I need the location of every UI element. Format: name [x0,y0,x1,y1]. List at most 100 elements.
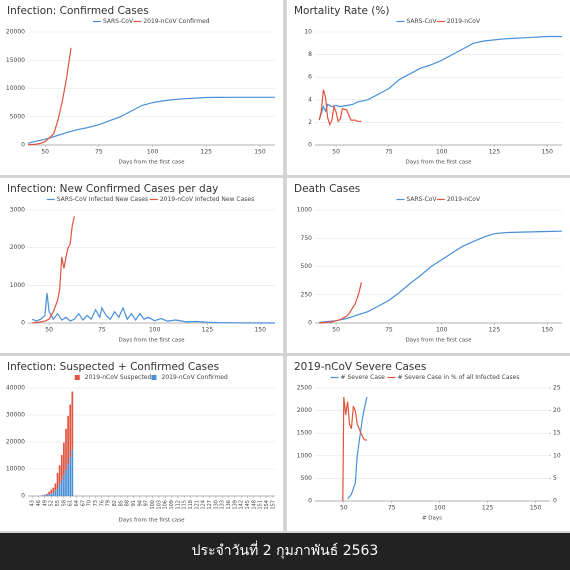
y-tick-label: 750 [301,235,313,242]
bar [50,493,53,496]
y-tick-label: 0 [21,142,25,149]
x-tick-label: 139 [232,500,238,510]
legend-label: SARS-CoV [103,18,134,25]
series-line [319,282,362,324]
y-tick-label: 250 [301,291,313,298]
x-axis-label: # Days [422,516,442,522]
bar [65,469,67,496]
x-axis-label: Days from the first case [119,518,186,524]
chart-title: Infection: Suspected + Confirmed Cases [7,361,219,373]
x-tick-label: 100 [434,505,446,512]
bar [48,491,50,495]
x-tick-label: 103 [156,500,162,510]
x-tick-label: 70 [87,500,93,506]
x-tick-label: 112 [175,500,181,510]
y2-tick-label: 5 [553,475,557,482]
panel-bg [287,356,570,531]
x-tick-label: 46 [36,500,42,506]
legend-swatch [74,375,80,380]
legend-swatch [151,375,157,380]
x-tick-label: 61 [68,500,74,506]
bar [67,464,69,496]
y2-tick-label: 0 [553,498,557,505]
y2-tick-label: 10 [553,452,561,459]
x-tick-label: 75 [388,505,396,512]
legend-label: 2019-nCoV Suspected [85,374,152,381]
x-tick-label: 50 [41,149,49,156]
y-tick-label: 15000 [6,57,25,64]
x-tick-label: 50 [45,327,53,334]
x-tick-label: 157 [270,500,276,510]
x-tick-label: 121 [194,500,200,510]
y-tick-label: 2000 [297,407,312,414]
x-tick-label: 125 [489,149,501,156]
x-axis-label: Days from the first case [119,160,186,166]
footer-bar [0,533,570,570]
x-tick-label: 76 [99,500,105,506]
bar [67,415,69,465]
x-tick-label: 125 [482,505,494,512]
bar [41,495,44,496]
x-axis-label: Days from the first case [119,338,186,344]
y-tick-label: 20000 [6,439,25,446]
x-tick-label: 50 [332,327,340,334]
chart-panel: Infection: Suspected + Confirmed Cases 0 1… [0,356,283,531]
x-tick-label: 125 [202,327,214,334]
chart-title: Infection: New Confirmed Cases per day [7,183,218,195]
y2-tick-label: 15 [553,430,561,437]
y-tick-label: 3000 [10,207,25,214]
y-tick-label: 0 [308,320,312,327]
x-tick-label: 75 [98,327,106,334]
legend-label: SARS-CoV [406,196,437,203]
x-tick-label: 124 [201,500,207,510]
x-tick-label: 75 [95,149,103,156]
x-tick-label: 50 [332,149,340,156]
series-line [27,96,275,144]
legend-label: 2019-nCoV [447,18,481,25]
chart-title: Infection: Confirmed Cases [7,5,149,17]
y-tick-label: 10000 [6,466,25,473]
x-tick-label: 75 [385,149,393,156]
bar [52,487,55,493]
x-tick-label: 150 [254,327,266,334]
y-tick-label: 8 [308,51,312,58]
y-tick-label: 6 [308,74,312,81]
legend-label: 2019-nCoV Infected New Cases [160,196,254,203]
x-tick-label: 100 [147,149,159,156]
x-tick-label: 100 [436,149,448,156]
y-tick-label: 1500 [297,430,312,437]
chart-title: Death Cases [294,183,360,195]
bar [71,449,74,496]
x-tick-label: 130 [213,500,219,510]
y-tick-label: 1000 [297,207,312,214]
x-tick-label: 97 [144,500,150,506]
bar [63,442,65,476]
x-tick-label: 148 [251,500,257,510]
series-line [319,230,563,323]
chart-title: Mortality Rate (%) [294,5,389,17]
bar [58,483,61,496]
series-line [347,396,368,500]
x-tick-label: 49 [42,500,48,506]
x-tick-label: 151 [258,500,264,510]
y-tick-label: 500 [301,475,313,482]
x-tick-label: 50 [340,505,348,512]
series-line [318,89,362,127]
x-tick-label: 64 [74,500,80,506]
bar [46,493,48,495]
bar [60,479,63,496]
x-tick-label: 109 [169,500,175,510]
x-tick-label: 100 [149,327,161,334]
y-tick-label: 0 [21,320,25,327]
chart-title: 2019-nCoV Severe Cases [294,361,426,373]
x-tick-label: 85 [118,500,124,506]
bar [54,490,57,496]
x-axis-label: Days from the first case [406,160,473,166]
x-tick-label: 94 [137,500,143,506]
bar [48,494,50,496]
x-tick-label: 133 [220,500,226,510]
bar [71,391,74,450]
bar [65,428,67,470]
legend-label: 2019-nCoV Confirmed [162,374,228,381]
